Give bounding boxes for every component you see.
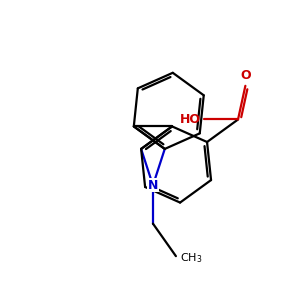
Text: CH$_3$: CH$_3$ (180, 252, 203, 266)
Text: HO: HO (180, 113, 201, 126)
Text: O: O (240, 69, 251, 82)
Text: N: N (148, 179, 158, 192)
